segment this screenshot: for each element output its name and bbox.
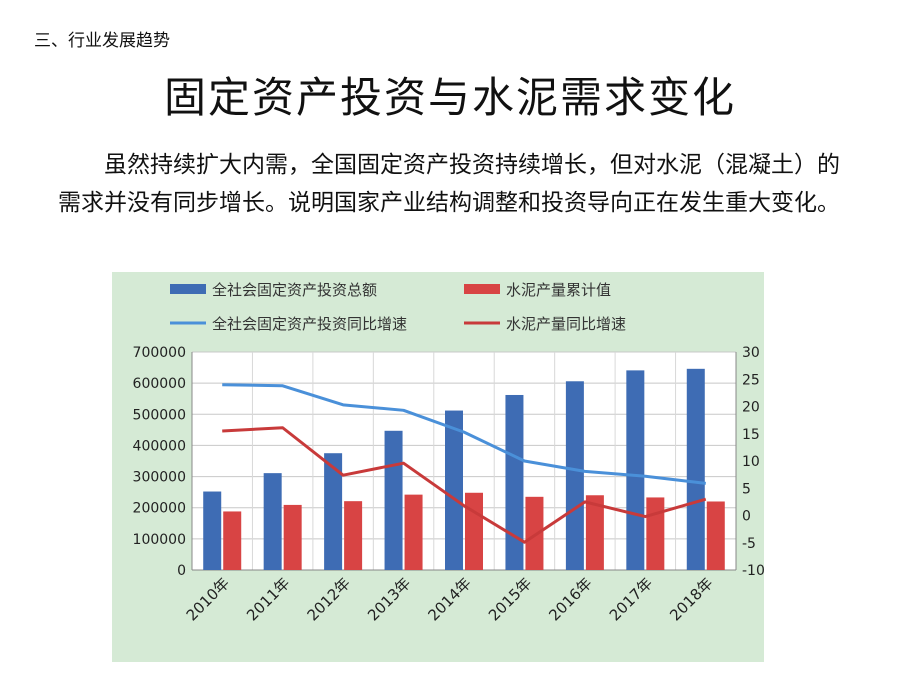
cement-bar bbox=[344, 501, 363, 570]
investment-bar bbox=[686, 368, 705, 570]
y-right-tick-label: -5 bbox=[742, 536, 756, 552]
investment-bar bbox=[203, 491, 222, 570]
cement-bar bbox=[646, 497, 665, 570]
legend-label: 全社会固定资产投资同比增速 bbox=[212, 315, 407, 333]
investment-bar bbox=[565, 381, 584, 570]
y-left-tick-label: 500000 bbox=[133, 407, 186, 423]
investment-bar bbox=[263, 473, 282, 570]
y-right-tick-label: 10 bbox=[742, 454, 760, 470]
y-right-tick-label: 5 bbox=[742, 481, 751, 497]
investment-bar bbox=[445, 410, 463, 570]
cement-bar bbox=[223, 511, 242, 570]
cement-bar bbox=[585, 495, 604, 570]
legend-swatch bbox=[464, 284, 500, 294]
cement-bar bbox=[525, 496, 544, 570]
y-right-tick-label: -10 bbox=[742, 563, 764, 579]
legend-label: 全社会固定资产投资总额 bbox=[212, 281, 377, 299]
cement-bar bbox=[706, 501, 725, 570]
investment-bar bbox=[626, 370, 645, 570]
y-right-tick-label: 30 bbox=[742, 345, 760, 361]
investment-bar bbox=[505, 394, 524, 570]
combo-chart: 0 100000 200000 300000 400000 500000 600000 700… bbox=[112, 272, 764, 662]
y-left-tick-label: 300000 bbox=[133, 470, 186, 486]
y-left-tick-label: 100000 bbox=[133, 532, 186, 548]
y-left-tick-label: 200000 bbox=[133, 501, 186, 517]
legend-swatch bbox=[170, 284, 206, 294]
cement-bar bbox=[404, 494, 423, 570]
investment-growth-line bbox=[222, 383, 706, 485]
y-left-tick-label: 0 bbox=[177, 563, 186, 579]
y-left-tick-label: 400000 bbox=[133, 438, 186, 454]
cement-growth-line bbox=[222, 426, 707, 544]
investment-bar bbox=[384, 430, 403, 570]
legend-label: 水泥产量累计值 bbox=[506, 281, 611, 299]
cement-bar bbox=[283, 504, 302, 570]
body-paragraph: 虽然持续扩大内需，全国固定资产投资持续增长，但对水泥（混凝土）的需求并没有同步增… bbox=[58, 152, 840, 216]
y-right-tick-label: 20 bbox=[742, 400, 760, 416]
investment-bar bbox=[324, 453, 343, 570]
y-right-tick-label: 25 bbox=[742, 372, 760, 388]
y-right-tick-label: 15 bbox=[742, 427, 760, 443]
chart-svg: 0 100000 200000 300000 400000 500000 600000 700… bbox=[112, 272, 764, 662]
section-label: 三、行业发展趋势 bbox=[34, 31, 170, 51]
slide-title: 固定资产投资与水泥需求变化 bbox=[163, 73, 736, 122]
y-right-tick-label: 0 bbox=[742, 509, 751, 525]
y-left-tick-label: 700000 bbox=[133, 345, 186, 361]
cement-bar bbox=[465, 492, 483, 570]
plot-area bbox=[192, 352, 736, 570]
y-left-tick-label: 600000 bbox=[133, 376, 186, 392]
legend-label: 水泥产量同比增速 bbox=[506, 315, 626, 333]
